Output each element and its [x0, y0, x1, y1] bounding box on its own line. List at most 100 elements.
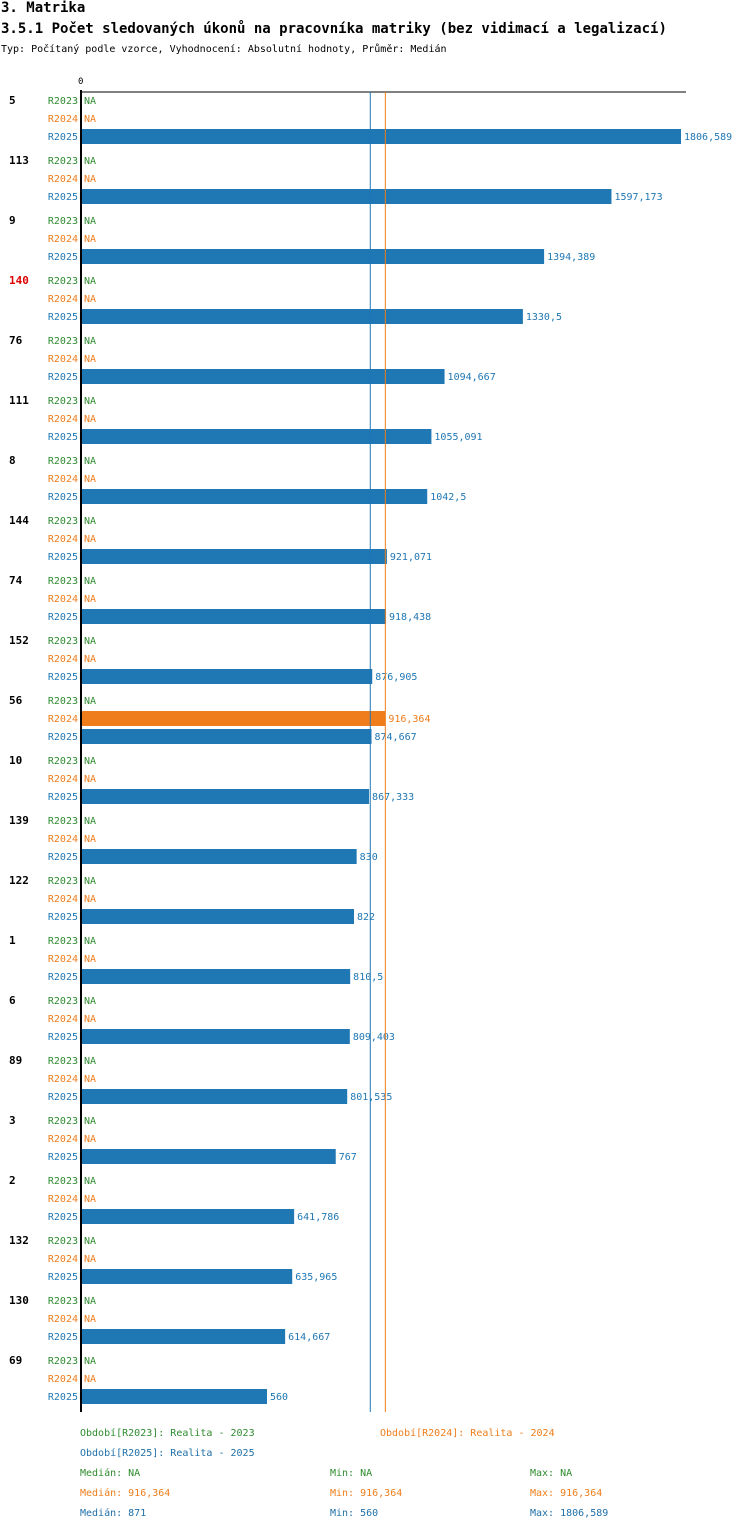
na-label-r2023: NA: [84, 1116, 96, 1127]
bar-chart: 0 5 R2023 NA R2024 NA R2025 1806,589 113 R2023 NA R…: [9, 77, 732, 1412]
bar-r2025: [81, 1389, 267, 1404]
stat-min-2024: Min: 916,364: [330, 1488, 403, 1499]
value-label-r2025: 1394,389: [547, 252, 595, 263]
series-label-r2024: R2024: [48, 954, 78, 965]
series-label-r2024: R2024: [48, 1194, 78, 1205]
axis-zero-label: 0: [78, 77, 83, 87]
value-label-r2025: 1094,667: [448, 372, 496, 383]
series-label-r2025: R2025: [48, 432, 78, 443]
bar-r2025: [81, 1029, 350, 1044]
na-label-r2023: NA: [84, 456, 96, 467]
na-label-r2024: NA: [84, 774, 96, 785]
series-label-r2025: R2025: [48, 1152, 78, 1163]
bar-r2025: [81, 309, 523, 324]
category-label: 3: [9, 1114, 16, 1127]
bar-r2025: [81, 849, 357, 864]
category-label: 5: [9, 94, 16, 107]
na-label-r2024: NA: [84, 234, 96, 245]
bar-r2025: [81, 1089, 348, 1104]
series-label-r2024: R2024: [48, 594, 78, 605]
category-label: 89: [9, 1054, 22, 1067]
na-label-r2023: NA: [84, 1236, 96, 1247]
series-label-r2023: R2023: [48, 696, 78, 707]
category-label: 140: [9, 274, 29, 287]
series-label-r2023: R2023: [48, 816, 78, 827]
series-label-r2023: R2023: [48, 996, 78, 1007]
na-label-r2024: NA: [84, 894, 96, 905]
na-label-r2024: NA: [84, 1134, 96, 1145]
series-label-r2025: R2025: [48, 792, 78, 803]
category-label: 111: [9, 394, 29, 407]
category-label: 2: [9, 1174, 16, 1187]
na-label-r2023: NA: [84, 756, 96, 767]
bar-r2025: [81, 129, 681, 144]
na-label-r2024: NA: [84, 1194, 96, 1205]
bar-r2025: [81, 369, 445, 384]
category-label: 74: [9, 574, 23, 587]
na-label-r2024: NA: [84, 1254, 96, 1265]
series-label-r2025: R2025: [48, 912, 78, 923]
value-label-r2025: 1597,173: [614, 192, 662, 203]
value-label-r2024: 916,364: [388, 714, 430, 725]
na-label-r2023: NA: [84, 576, 96, 587]
na-label-r2024: NA: [84, 954, 96, 965]
series-label-r2025: R2025: [48, 1212, 78, 1223]
na-label-r2024: NA: [84, 1374, 96, 1385]
series-label-r2024: R2024: [48, 474, 78, 485]
na-label-r2023: NA: [84, 816, 96, 827]
series-label-r2024: R2024: [48, 1314, 78, 1325]
na-label-r2023: NA: [84, 396, 96, 407]
category-label: 10: [9, 754, 22, 767]
bar-r2025: [81, 1149, 336, 1164]
na-label-r2024: NA: [84, 1074, 96, 1085]
bar-r2025: [81, 429, 432, 444]
bar-r2025: [81, 969, 351, 984]
series-label-r2023: R2023: [48, 456, 78, 467]
na-label-r2024: NA: [84, 174, 96, 185]
bar-r2025: [81, 669, 373, 684]
series-label-r2023: R2023: [48, 516, 78, 527]
series-label-r2025: R2025: [48, 492, 78, 503]
value-label-r2025: 767: [339, 1152, 357, 1163]
series-label-r2024: R2024: [48, 354, 78, 365]
series-label-r2023: R2023: [48, 216, 78, 227]
na-label-r2024: NA: [84, 834, 96, 845]
na-label-r2023: NA: [84, 516, 96, 527]
series-label-r2025: R2025: [48, 672, 78, 683]
series-label-r2024: R2024: [48, 1254, 78, 1265]
section-title: 3. Matrika: [1, 0, 86, 16]
series-label-r2025: R2025: [48, 1272, 78, 1283]
legend-period-2025: Období[R2025]: Realita - 2025: [80, 1448, 255, 1459]
value-label-r2025: 635,965: [295, 1272, 337, 1283]
category-label: 113: [9, 154, 29, 167]
na-label-r2024: NA: [84, 114, 96, 125]
series-label-r2023: R2023: [48, 756, 78, 767]
series-label-r2023: R2023: [48, 1116, 78, 1127]
series-label-r2023: R2023: [48, 156, 78, 167]
category-label: 76: [9, 334, 23, 347]
series-label-r2024: R2024: [48, 894, 78, 905]
series-label-r2025: R2025: [48, 732, 78, 743]
na-label-r2023: NA: [84, 936, 96, 947]
series-label-r2023: R2023: [48, 1296, 78, 1307]
stat-max-2024: Max: 916,364: [530, 1488, 603, 1499]
series-label-r2024: R2024: [48, 834, 78, 845]
value-label-r2025: 1042,5: [430, 492, 466, 503]
series-label-r2024: R2024: [48, 774, 78, 785]
series-label-r2023: R2023: [48, 936, 78, 947]
na-label-r2024: NA: [84, 594, 96, 605]
series-label-r2025: R2025: [48, 1392, 78, 1403]
value-label-r2025: 641,786: [297, 1212, 339, 1223]
series-label-r2025: R2025: [48, 312, 78, 323]
value-label-r2025: 830: [360, 852, 378, 863]
series-label-r2025: R2025: [48, 1092, 78, 1103]
series-label-r2024: R2024: [48, 174, 78, 185]
na-label-r2023: NA: [84, 636, 96, 647]
na-label-r2023: NA: [84, 876, 96, 887]
na-label-r2024: NA: [84, 1314, 96, 1325]
series-label-r2023: R2023: [48, 396, 78, 407]
bar-r2025: [81, 789, 370, 804]
series-label-r2025: R2025: [48, 372, 78, 383]
na-label-r2023: NA: [84, 696, 96, 707]
series-label-r2023: R2023: [48, 1176, 78, 1187]
